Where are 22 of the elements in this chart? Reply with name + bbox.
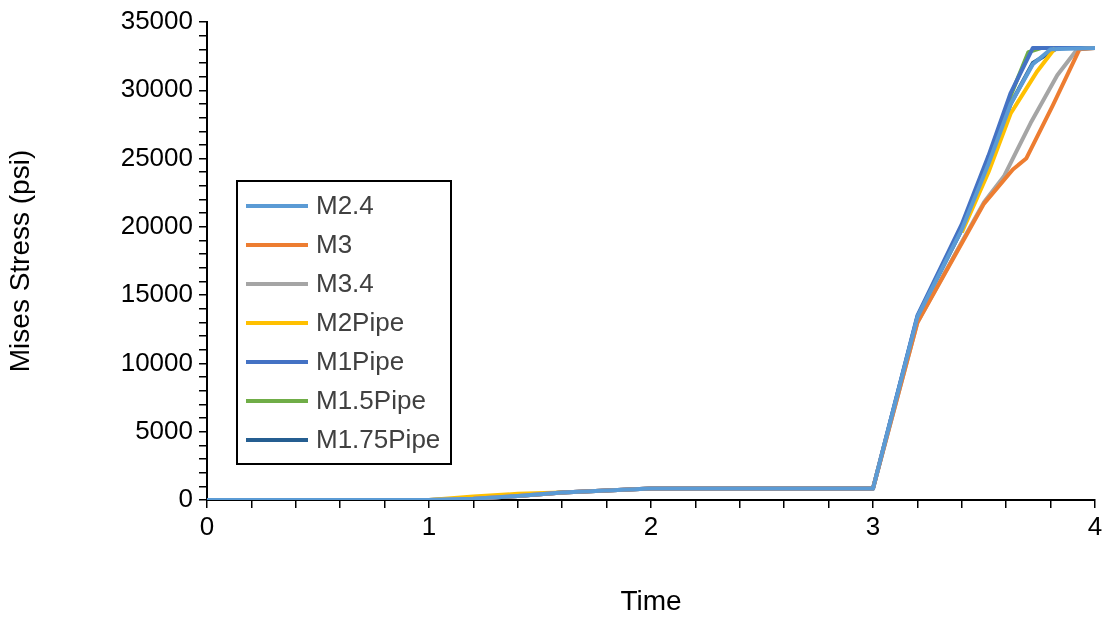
x-axis-title: Time [620, 584, 682, 616]
x-tick-label: 0 [199, 510, 215, 541]
legend-label: M1.75Pipe [316, 424, 441, 455]
legend-label: M1Pipe [316, 346, 405, 377]
y-tick-label: 20000 [120, 210, 193, 241]
y-tick-label: 10000 [120, 346, 193, 377]
y-tick-label: 15000 [120, 278, 193, 309]
y-tick-label: 5000 [135, 414, 193, 445]
y-tick-label: 30000 [120, 73, 193, 104]
x-tick-label: 3 [865, 510, 881, 541]
legend-label: M1.5Pipe [316, 385, 426, 416]
y-axis-title: Mises Stress (psi) [3, 149, 35, 373]
x-tick-label: 1 [421, 510, 437, 541]
legend-label: M2.4 [316, 190, 374, 221]
legend-label: M2Pipe [316, 307, 405, 338]
legend-label: M3 [316, 229, 353, 260]
y-tick-label: 0 [178, 483, 193, 514]
legend-label: M3.4 [316, 268, 374, 299]
y-tick-label: 35000 [120, 5, 193, 36]
x-tick-label: 4 [1087, 510, 1103, 541]
x-tick-label: 2 [643, 510, 659, 541]
y-tick-label: 25000 [120, 141, 193, 172]
